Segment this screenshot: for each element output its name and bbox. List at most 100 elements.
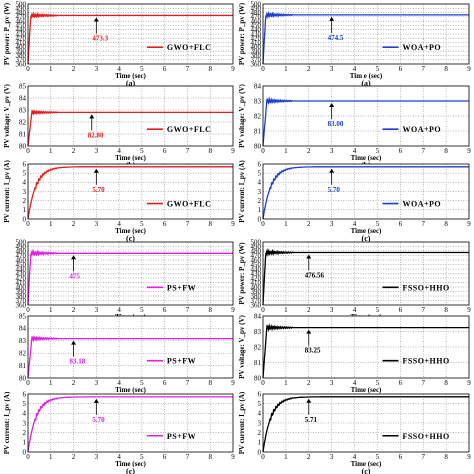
annotation-arrowhead <box>329 103 335 107</box>
x-tick-label: 0 <box>26 147 30 155</box>
series-line <box>27 166 233 220</box>
y-tick-label: 410 <box>251 39 262 47</box>
x-tick-label: 7 <box>186 147 190 155</box>
y-tick-label: 83 <box>254 97 262 105</box>
y-tick-label: 6 <box>23 160 27 168</box>
x-tick-label: 9 <box>467 379 471 387</box>
y-tick-label: 420 <box>251 35 262 43</box>
plot-frame <box>27 315 234 379</box>
annotation-value: 474.5 <box>328 34 344 42</box>
legend-label: GWO+FLC <box>167 125 212 134</box>
y-tick-label: 84 <box>19 325 27 333</box>
x-tick-label: 6 <box>399 65 403 73</box>
x-tick-label: 8 <box>208 220 212 228</box>
x-tick-label: 8 <box>208 453 212 461</box>
series-line <box>262 396 469 453</box>
panel-caption: (a) <box>126 79 136 88</box>
y-axis-label: PV current: I_pv (A) <box>238 160 246 223</box>
annotation-value: 475 <box>70 272 81 280</box>
y-tick-label: 470 <box>251 13 262 21</box>
y-tick-label: 470 <box>251 252 262 260</box>
y-tick-label: 81 <box>254 359 262 367</box>
x-tick-label: 6 <box>399 220 403 228</box>
chart-gwo-voltage: 0 1 2 3 4 5 6 7 8 9 80 81 82 83 84 85 Time (sec) PV volta… <box>3 82 235 170</box>
y-tick-label: 440 <box>251 26 262 34</box>
annotation-value: 5.70 <box>92 416 105 424</box>
x-tick-label: 6 <box>163 453 167 461</box>
y-tick-label: 80 <box>254 142 262 150</box>
x-tick-label: 4 <box>353 306 357 314</box>
x-tick-label: 3 <box>330 65 334 73</box>
y-tick-label: 500 <box>16 0 27 8</box>
y-tick-label: 470 <box>16 252 27 260</box>
x-tick-label: 1 <box>284 453 288 461</box>
x-tick-label: 3 <box>330 147 334 155</box>
y-tick-label: 4 <box>258 410 262 418</box>
x-tick-label: 4 <box>117 147 121 155</box>
legend-label: WOA+PO <box>402 43 441 52</box>
y-tick-label: 430 <box>251 30 262 38</box>
x-tick-label: 9 <box>467 220 471 228</box>
y-tick-label: 460 <box>16 17 27 25</box>
y-tick-label: 480 <box>16 9 27 17</box>
y-tick-label: 400 <box>16 283 27 291</box>
plot-area <box>28 86 233 146</box>
chart-ps-voltage: 0 1 2 3 4 5 6 7 8 9 80 81 82 83 84 85 Time (sec) 83.18 PS+… <box>19 312 235 402</box>
x-tick-label: 9 <box>231 220 235 228</box>
panel-caption: (c) <box>126 467 135 474</box>
x-tick-label: 3 <box>95 65 99 73</box>
y-tick-label: 380 <box>251 52 262 60</box>
x-tick-label: 2 <box>72 147 76 155</box>
y-tick-label: 3 <box>258 188 262 196</box>
plot-frame <box>262 3 470 65</box>
y-axis-label: PV voltage: V_pv (V) <box>238 314 246 378</box>
x-tick-label: 0 <box>26 220 30 228</box>
annotation-value: 83.25 <box>305 347 321 355</box>
annotation-arrowhead <box>89 114 95 119</box>
legend-label: PS+FW <box>167 432 196 441</box>
x-tick-label: 5 <box>140 220 144 228</box>
x-tick-label: 6 <box>399 453 403 461</box>
x-axis-label: Time (sec) <box>115 154 146 162</box>
x-axis-label: Time (sec) <box>115 72 146 80</box>
x-tick-label: 5 <box>376 453 380 461</box>
annotation-value: 82.80 <box>88 131 104 139</box>
plot-frame <box>27 163 234 220</box>
x-tick-label: 0 <box>261 453 265 461</box>
annotation-arrowhead <box>93 398 99 403</box>
legend-label: GWO+FLC <box>167 200 212 209</box>
annotation-value: 5.70 <box>328 186 341 194</box>
y-tick-label: 380 <box>16 52 27 60</box>
x-tick-label: 4 <box>353 220 357 228</box>
y-tick-label: 390 <box>16 288 27 296</box>
x-tick-label: 2 <box>72 220 76 228</box>
y-tick-label: 480 <box>251 9 262 17</box>
x-axis-label: Time (sec) <box>351 386 382 394</box>
y-tick-label: 82 <box>254 112 262 120</box>
x-tick-label: 8 <box>208 379 212 387</box>
x-tick-label: 9 <box>231 306 235 314</box>
chart-woa-voltage: 0 1 2 3 4 5 6 7 8 9 80 81 82 83 84 Time (sec) PV voltage… <box>238 82 471 170</box>
x-tick-label: 7 <box>421 65 425 73</box>
y-tick-label: 470 <box>16 13 27 21</box>
y-tick-label: 360 <box>251 301 262 309</box>
y-tick-label: 81 <box>19 130 27 138</box>
x-tick-label: 9 <box>467 306 471 314</box>
x-tick-label: 7 <box>186 379 190 387</box>
y-tick-label: 480 <box>251 247 262 255</box>
x-tick-label: 1 <box>284 306 288 314</box>
x-tick-label: 7 <box>421 147 425 155</box>
x-tick-label: 4 <box>353 379 357 387</box>
y-tick-label: 2 <box>23 429 27 437</box>
annotation-value: 476.56 <box>305 272 325 280</box>
series-line <box>27 396 233 453</box>
y-tick-label: 380 <box>251 292 262 300</box>
y-tick-label: 84 <box>19 94 27 102</box>
x-tick-label: 8 <box>444 147 448 155</box>
series-line <box>27 334 233 379</box>
y-tick-label: 1 <box>23 439 27 447</box>
y-tick-label: 80 <box>19 142 27 150</box>
y-tick-label: 3 <box>23 188 27 196</box>
x-tick-label: 5 <box>140 65 144 73</box>
